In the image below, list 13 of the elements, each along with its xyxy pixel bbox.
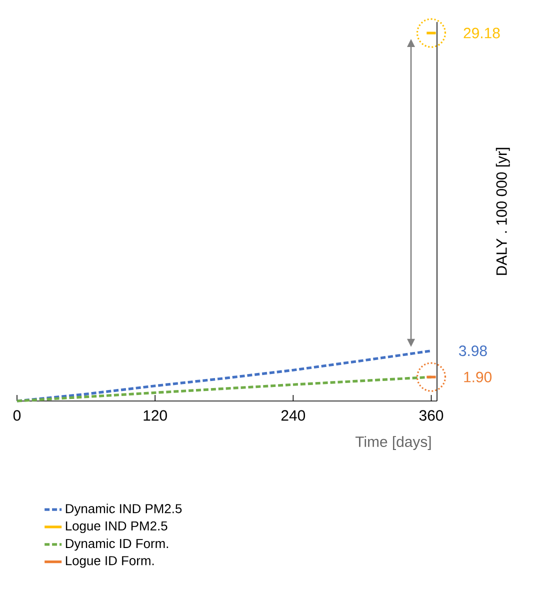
legend-label: Dynamic IND PM2.5: [66, 504, 182, 516]
legend-label: Logue IND PM2.5: [66, 521, 168, 534]
data-label: 3.98: [459, 346, 487, 356]
x-tick-label: 120: [144, 410, 167, 421]
x-tick-label: 0: [13, 410, 21, 421]
x-axis-title: Time [days]: [355, 436, 431, 450]
y-axis-title: DALY . 100 000 [yr]: [496, 148, 510, 275]
data-label: 1.90: [464, 372, 492, 382]
x-tick-label: 240: [281, 410, 306, 421]
legend-label: Dynamic ID Form.: [66, 538, 168, 551]
legend-label: Logue ID Form.: [66, 556, 154, 568]
data-label: 29.18: [464, 28, 500, 38]
x-tick-label: 360: [419, 410, 444, 421]
